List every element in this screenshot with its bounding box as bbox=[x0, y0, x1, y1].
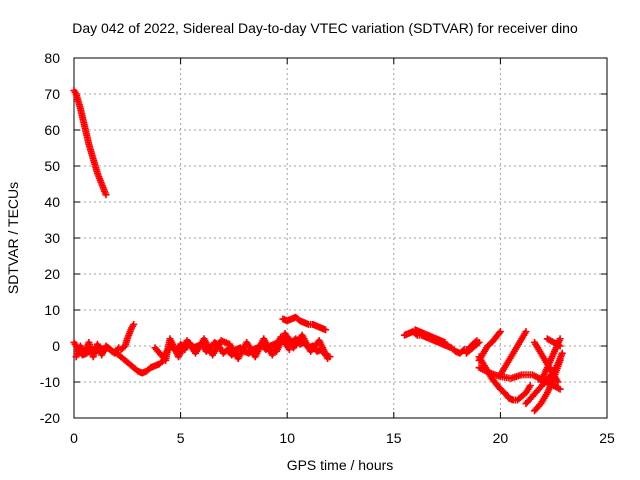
axis-ticks: 0 5 10 15 20 25 -20 -10 0 10 20 30 40 50 60 70 80 bbox=[40, 50, 615, 446]
y-tick-label: -10 bbox=[40, 374, 60, 390]
y-tick-label: 0 bbox=[52, 338, 60, 354]
series-evening-upper bbox=[411, 326, 449, 346]
series-morning-noise bbox=[72, 338, 123, 361]
series-afternoon-noise bbox=[273, 329, 332, 363]
y-tick-label: 20 bbox=[44, 266, 60, 282]
y-tick-label: 40 bbox=[44, 194, 60, 210]
x-tick-label: 5 bbox=[177, 430, 185, 446]
x-tick-label: 25 bbox=[599, 430, 615, 446]
series-top-h bbox=[543, 335, 564, 350]
x-tick-label: 15 bbox=[386, 430, 402, 446]
x-axis-label: GPS time / hours bbox=[287, 457, 394, 473]
data-points bbox=[70, 86, 566, 415]
series-rise-f bbox=[531, 356, 564, 415]
y-tick-label: 70 bbox=[44, 86, 60, 102]
series-rise-c bbox=[496, 328, 530, 379]
x-tick-label: 0 bbox=[70, 430, 78, 446]
chart-title: Day 042 of 2022, Sidereal Day-to-day VTE… bbox=[72, 20, 578, 36]
grid bbox=[74, 58, 607, 418]
y-tick-label: 60 bbox=[44, 122, 60, 138]
y-tick-label: 30 bbox=[44, 230, 60, 246]
x-tick-label: 10 bbox=[279, 430, 295, 446]
series-rise-b bbox=[475, 328, 504, 364]
series-afternoon-upper bbox=[279, 313, 330, 334]
y-tick-label: 80 bbox=[44, 50, 60, 66]
y-tick-label: -20 bbox=[40, 410, 60, 426]
series-midday-noise bbox=[151, 333, 293, 364]
x-tick-label: 20 bbox=[493, 430, 509, 446]
series-early-descent bbox=[70, 86, 110, 199]
series-evening-tail bbox=[462, 338, 483, 357]
y-axis-label: SDTVAR / TECUs bbox=[5, 182, 21, 294]
y-tick-label: 50 bbox=[44, 158, 60, 174]
y-tick-label: 10 bbox=[44, 302, 60, 318]
